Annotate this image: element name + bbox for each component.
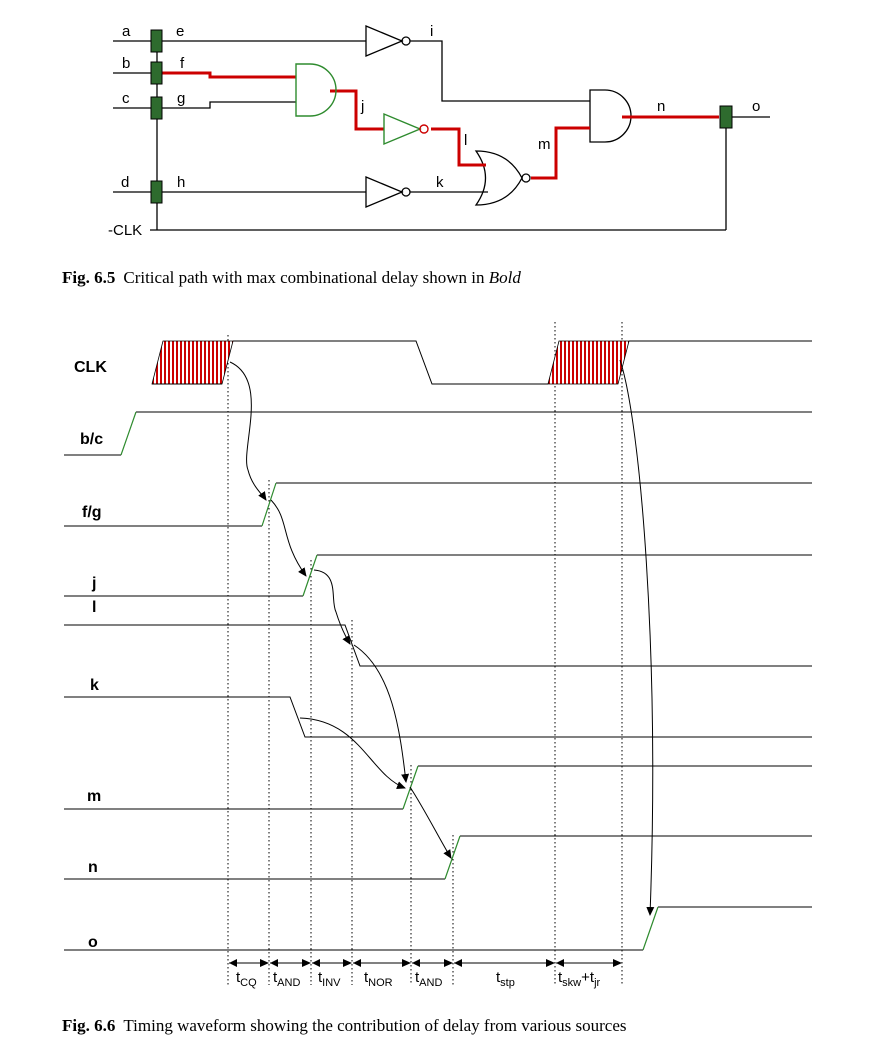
arrow-l-m bbox=[353, 644, 410, 783]
inverter-l bbox=[383, 112, 422, 146]
caption-emph: Bold bbox=[489, 268, 522, 287]
label-m: m bbox=[538, 136, 551, 153]
arrow-fg-j bbox=[270, 499, 307, 577]
delay-tand-1: tAND bbox=[273, 969, 300, 989]
circuit-labels: a b c d e f g h i j k l m n o -CLK bbox=[108, 23, 760, 239]
wire-g bbox=[162, 101, 296, 109]
label-k: k bbox=[436, 174, 444, 191]
arrow-clk-fg bbox=[229, 361, 267, 501]
waveform-labels: CLK b/c f/g j l k m n o bbox=[74, 359, 107, 951]
wave-label-j: j bbox=[91, 575, 96, 592]
wire-f bbox=[162, 71, 296, 79]
wave-m bbox=[64, 765, 812, 810]
ff-no bbox=[719, 105, 733, 129]
label-b: b bbox=[122, 55, 130, 72]
wave-label-o: o bbox=[88, 934, 98, 951]
label-l: l bbox=[464, 132, 467, 149]
arrow-clk-o bbox=[619, 359, 655, 916]
label-g: g bbox=[177, 90, 185, 107]
label-e: e bbox=[176, 23, 184, 40]
delay-tnor: tNOR bbox=[364, 969, 393, 989]
wire-m bbox=[531, 126, 590, 180]
inverter-i bbox=[365, 25, 404, 57]
wave-label-clk: CLK bbox=[74, 359, 107, 376]
wave-n bbox=[64, 835, 812, 880]
wave-label-bc: b/c bbox=[80, 431, 103, 448]
delay-tskw-tjr: tskw+tjr bbox=[558, 969, 601, 989]
arrow-j-l bbox=[313, 569, 351, 645]
clk-uncertainty-2 bbox=[547, 340, 630, 385]
label-f: f bbox=[180, 55, 185, 72]
arrow-k-m bbox=[299, 717, 406, 789]
circuit-diagram bbox=[113, 25, 770, 231]
label-n: n bbox=[657, 98, 665, 115]
wave-label-n: n bbox=[88, 859, 98, 876]
time-markers bbox=[227, 322, 623, 985]
wave-label-k: k bbox=[90, 677, 99, 694]
label-h: h bbox=[177, 174, 185, 191]
delay-tinv: tINV bbox=[318, 969, 341, 989]
and-gate-1 bbox=[295, 63, 337, 117]
wave-fg bbox=[64, 482, 812, 527]
ff-cg bbox=[150, 96, 163, 120]
clk-uncertainty-1 bbox=[151, 340, 234, 385]
caption-number: Fig. 6.5 bbox=[62, 268, 115, 287]
label-o: o bbox=[752, 98, 760, 115]
wire-j bbox=[330, 89, 384, 131]
ff-bf bbox=[150, 61, 163, 85]
caption-fig-6-5: Fig. 6.5 Critical path with max combinati… bbox=[62, 268, 521, 287]
wave-j bbox=[64, 554, 812, 597]
causality-arrows bbox=[229, 359, 655, 916]
nor-gate bbox=[474, 150, 523, 206]
wave-label-l: l bbox=[92, 599, 96, 616]
rising-edges bbox=[120, 411, 659, 951]
arrow-m-n bbox=[409, 786, 452, 859]
wave-label-fg: f/g bbox=[82, 504, 102, 521]
inverter-l-bubble bbox=[419, 124, 429, 134]
label-clk: -CLK bbox=[108, 222, 142, 239]
wave-bc bbox=[64, 411, 812, 456]
wave-k bbox=[64, 696, 812, 738]
caption-text: Critical path with max combinational del… bbox=[123, 268, 488, 287]
label-d: d bbox=[121, 174, 129, 191]
critical-gates bbox=[295, 63, 422, 146]
delay-labels: tCQ tAND tINV tNOR tAND tstp tskw+tjr bbox=[236, 969, 601, 989]
delay-tcq: tCQ bbox=[236, 969, 257, 989]
caption-text-2: Timing waveform showing the contribution… bbox=[123, 1016, 626, 1035]
ff-ae bbox=[150, 29, 163, 53]
caption-fig-6-6: Fig. 6.6 Timing waveform showing the cont… bbox=[62, 1016, 627, 1035]
wave-o bbox=[64, 906, 812, 951]
wave-label-m: m bbox=[87, 788, 101, 805]
label-j: j bbox=[360, 98, 364, 115]
wire-i bbox=[410, 40, 590, 102]
inverter-k bbox=[365, 176, 404, 208]
wave-l bbox=[64, 624, 812, 667]
waveforms bbox=[64, 340, 812, 951]
flip-flops bbox=[150, 29, 733, 204]
label-a: a bbox=[122, 23, 131, 40]
wave-clk bbox=[152, 340, 812, 385]
critical-path bbox=[162, 71, 719, 180]
wire-l bbox=[431, 127, 486, 167]
label-c: c bbox=[122, 90, 130, 107]
nor-gate-bubble bbox=[521, 173, 531, 183]
delay-tstp: tstp bbox=[496, 969, 515, 989]
caption-number-2: Fig. 6.6 bbox=[62, 1016, 115, 1035]
label-i: i bbox=[430, 23, 433, 40]
ff-dh bbox=[150, 180, 163, 204]
delay-tand-2: tAND bbox=[415, 969, 442, 989]
